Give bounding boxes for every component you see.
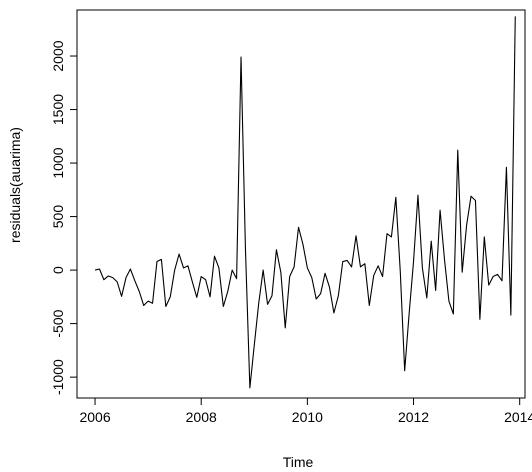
- x-tick-label: 2008: [186, 409, 217, 425]
- x-axis: 2006 2008 2010 2012 2014: [79, 397, 532, 425]
- y-tick-label: 1000: [50, 147, 66, 178]
- y-tick-label: 0: [50, 266, 66, 274]
- x-tick-label: 2010: [292, 409, 323, 425]
- x-tick-label: 2014: [504, 409, 532, 425]
- x-tick-label: 2012: [398, 409, 429, 425]
- x-tick-label: 2006: [79, 409, 110, 425]
- y-tick-label: 1500: [50, 94, 66, 125]
- series-line: [94, 16, 516, 389]
- y-axis-label: residuals(auarima): [7, 127, 23, 243]
- x-axis-label: Time: [283, 454, 314, 470]
- y-tick-label: 2000: [50, 40, 66, 71]
- y-tick-label: -500: [50, 309, 66, 337]
- y-tick-label: -1000: [50, 359, 66, 395]
- y-axis: -1000 -500 0 500 1000 1500 2000: [50, 40, 78, 395]
- plot-box: [76, 9, 526, 399]
- y-tick-label: 500: [50, 205, 66, 229]
